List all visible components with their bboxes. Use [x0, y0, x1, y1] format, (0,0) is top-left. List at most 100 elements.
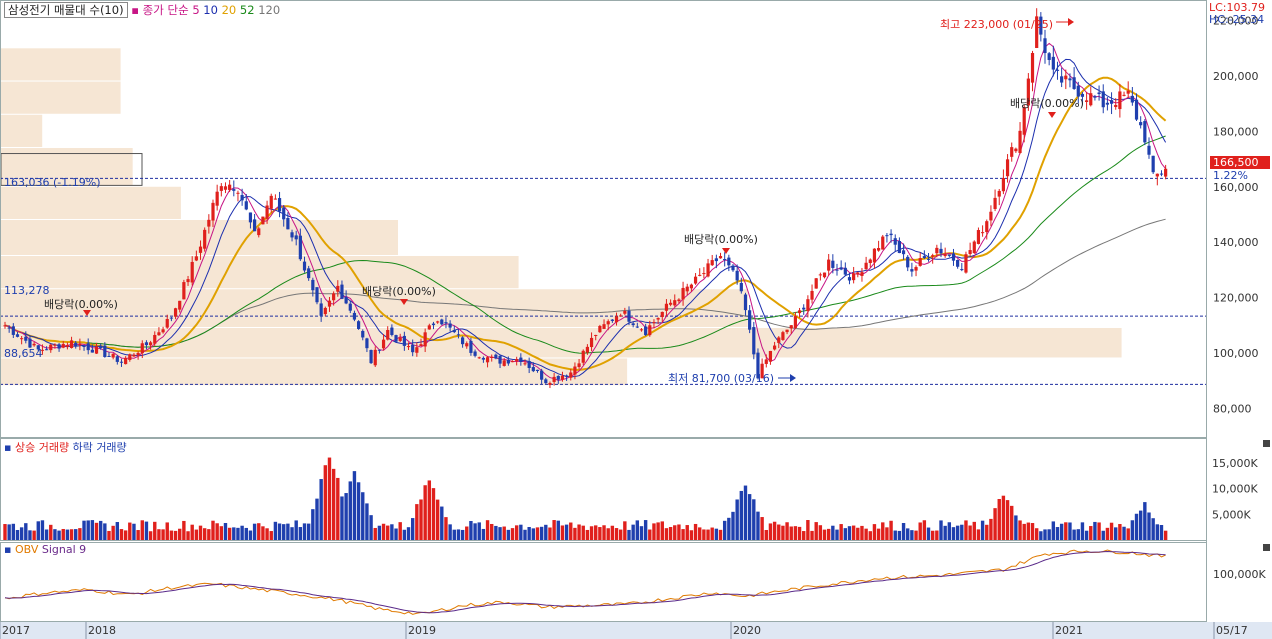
candle-body-215 — [897, 240, 901, 254]
candle-body-89 — [373, 349, 377, 366]
candle-body-278 — [1159, 173, 1164, 175]
volume-bar-129 — [539, 526, 544, 540]
candle-body-35 — [149, 342, 153, 346]
volume-bar-208 — [868, 531, 872, 540]
candle-body-216 — [901, 250, 906, 255]
volume-bar-56 — [236, 527, 240, 540]
volume-bar-57 — [240, 525, 244, 540]
price-tick-7: 80,000 — [1213, 402, 1252, 415]
volume-bar-135 — [564, 524, 569, 540]
volume-bar-52 — [219, 526, 224, 540]
candle-body-16 — [69, 340, 74, 348]
candle-body-70 — [294, 235, 298, 240]
candle-body-53 — [223, 186, 228, 190]
volume-bar-36 — [153, 521, 157, 540]
volume-bar-155 — [648, 529, 652, 540]
volume-bar-164 — [685, 525, 689, 540]
volume-bar-131 — [548, 527, 552, 540]
candle-body-48 — [203, 229, 207, 249]
volume-bar-241 — [1005, 500, 1010, 540]
volume-bar-202 — [843, 528, 848, 540]
candle-body-279 — [1164, 168, 1168, 177]
candle-body-45 — [190, 261, 194, 283]
candle-body-18 — [78, 344, 82, 346]
price-tick-3: 160,000 — [1213, 181, 1259, 194]
candle-body-262 — [1093, 96, 1097, 98]
current-price-badge: 166,500 — [1210, 156, 1270, 169]
volume-bar-93 — [390, 524, 394, 540]
volume-bar-76 — [319, 479, 323, 540]
candle-body-249 — [1039, 16, 1043, 35]
volume-bar-101 — [423, 485, 427, 540]
volume-bar-239 — [997, 499, 1001, 540]
volume-bar-34 — [144, 521, 149, 540]
candle-body-47 — [198, 246, 203, 253]
candle-body-242 — [1010, 147, 1014, 157]
candle-body-243 — [1014, 148, 1018, 152]
volume-bar-171 — [714, 528, 719, 540]
candle-body-179 — [748, 310, 752, 330]
candle-body-274 — [1143, 121, 1147, 143]
volume-profile-bar-0 — [0, 358, 628, 386]
ma-52-line — [4, 135, 1166, 354]
volume-bar-233 — [972, 521, 976, 540]
candle-body-31 — [132, 354, 136, 357]
candle-body-224 — [935, 247, 939, 254]
candle-body-194 — [810, 290, 814, 300]
volume-bar-54 — [227, 527, 232, 540]
candle-body-19 — [82, 346, 86, 348]
candle-body-213 — [889, 233, 893, 236]
candle-body-96 — [402, 335, 406, 346]
candle-body-56 — [236, 192, 240, 194]
indicator-title[interactable]: 삼성전기 매물대 수(10) — [4, 2, 128, 18]
candle-body-74 — [311, 279, 315, 291]
x-tick-2: 2019 — [408, 624, 436, 637]
volume-bar-89 — [373, 527, 377, 540]
candle-body-234 — [976, 230, 981, 244]
candle-body-156 — [652, 322, 656, 324]
volume-bar-111 — [465, 526, 469, 540]
volume-bar-222 — [926, 527, 931, 540]
volume-bar-203 — [847, 526, 852, 540]
candle-body-98 — [411, 344, 415, 353]
volume-bar-204 — [851, 525, 856, 540]
signal-label: Signal 9 — [41, 543, 87, 556]
price-tick-0: 220,000 — [1213, 15, 1259, 28]
candle-body-76 — [319, 303, 323, 316]
candle-body-217 — [906, 256, 910, 268]
obv-label: OBV — [14, 543, 39, 556]
y-axis-strip — [1207, 0, 1272, 622]
candle-body-231 — [964, 254, 968, 273]
candle-body-43 — [182, 282, 186, 300]
candle-body-58 — [244, 201, 248, 210]
volume-profile-bar-5 — [0, 186, 181, 219]
candle-body-218 — [910, 269, 914, 272]
volume-bar-75 — [315, 498, 319, 540]
candle-body-176 — [735, 270, 739, 281]
dividend-label-3: 배당락(0.00%) — [684, 233, 758, 246]
volume-bar-237 — [989, 518, 993, 540]
volume-bar-274 — [1143, 502, 1147, 540]
candle-body-110 — [461, 337, 465, 345]
volume-bar-0 — [3, 524, 7, 540]
x-axis-strip — [0, 622, 1272, 639]
volume-bar-169 — [706, 529, 710, 540]
candle-body-261 — [1089, 93, 1093, 106]
volume-bar-10 — [44, 529, 49, 540]
volume-bar-44 — [186, 531, 190, 540]
volume-bar-2 — [11, 523, 16, 540]
volume-bar-149 — [623, 521, 627, 540]
volume-bar-279 — [1163, 530, 1168, 540]
volume-bar-121 — [506, 529, 511, 540]
volume-bar-277 — [1155, 524, 1160, 540]
candle-body-225 — [939, 248, 943, 254]
candle-body-131 — [548, 382, 552, 385]
ma-period-10: 10 — [203, 3, 218, 17]
candle-body-272 — [1134, 99, 1139, 120]
volume-bar-78 — [327, 457, 332, 540]
volume-bar-170 — [710, 527, 714, 540]
candle-body-173 — [723, 258, 727, 260]
volume-bar-86 — [361, 492, 365, 540]
candle-body-210 — [877, 248, 881, 251]
